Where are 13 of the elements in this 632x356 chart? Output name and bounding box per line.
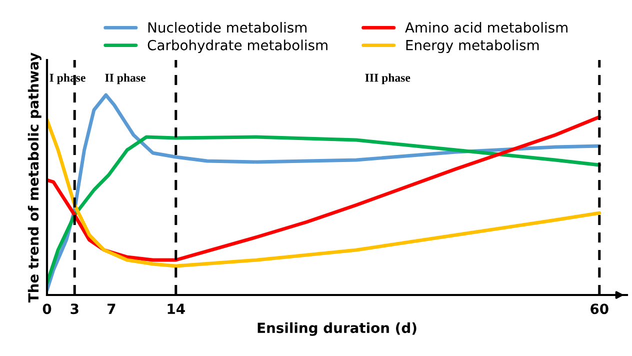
text: II phase (105, 73, 146, 84)
legend-label: Nucleotide metabolism (148, 22, 306, 33)
x-tick-label: 3 (70, 304, 78, 314)
legend-label: Amino acid metabolism (405, 22, 568, 33)
legend-label: Energy metabolism (406, 40, 539, 54)
x-tick-label: 0 (42, 304, 52, 314)
legend-label: Carbohydrate metabolism (148, 40, 328, 54)
x-tick-label: 7 (108, 304, 116, 314)
x-tick-label: 60 (590, 304, 608, 314)
y-axis-title: The trend of metabolic pathway (28, 52, 42, 303)
text: III phase (365, 73, 410, 84)
x-tick-label: 14 (168, 304, 185, 314)
x-axis-title: Ensiling duration (d) (258, 322, 416, 336)
